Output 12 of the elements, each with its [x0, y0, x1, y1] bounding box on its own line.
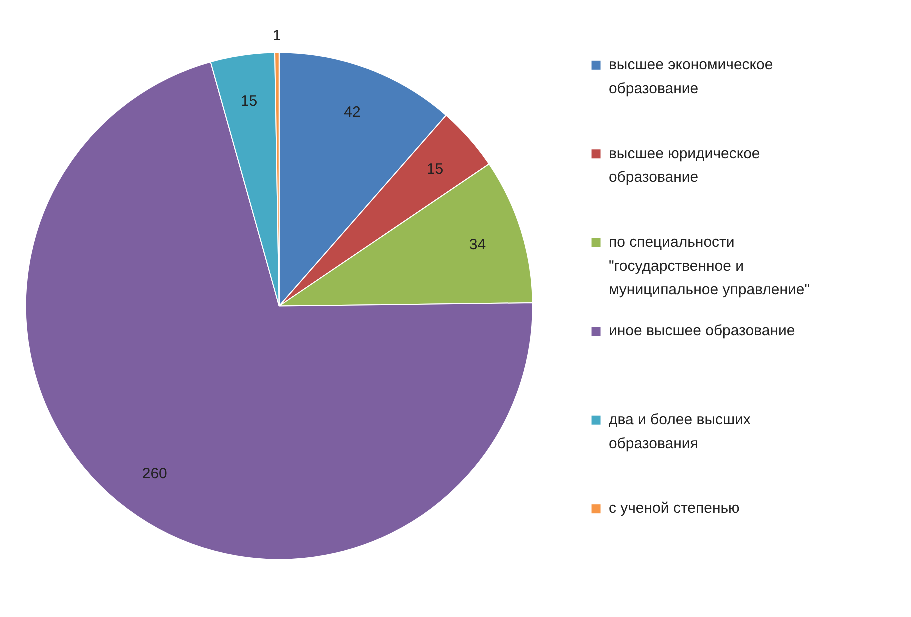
- data-label: 15: [240, 93, 258, 110]
- data-label: 34: [469, 236, 486, 254]
- data-label: 42: [344, 104, 361, 122]
- data-label: 260: [142, 465, 168, 482]
- legend-label: по специальности "государственное и муниципальное управление": [608, 234, 810, 299]
- data-label: 1: [272, 27, 282, 44]
- legend-label: с ученой степенью: [608, 500, 740, 518]
- data-label: 15: [426, 161, 444, 178]
- legend-label: высшее юридическое образование: [608, 145, 760, 186]
- legend-label: два и более высших образования: [608, 411, 752, 452]
- legend-label: высшее экономическое образование: [608, 56, 774, 98]
- legend-label: иное высшее образование: [608, 322, 796, 340]
